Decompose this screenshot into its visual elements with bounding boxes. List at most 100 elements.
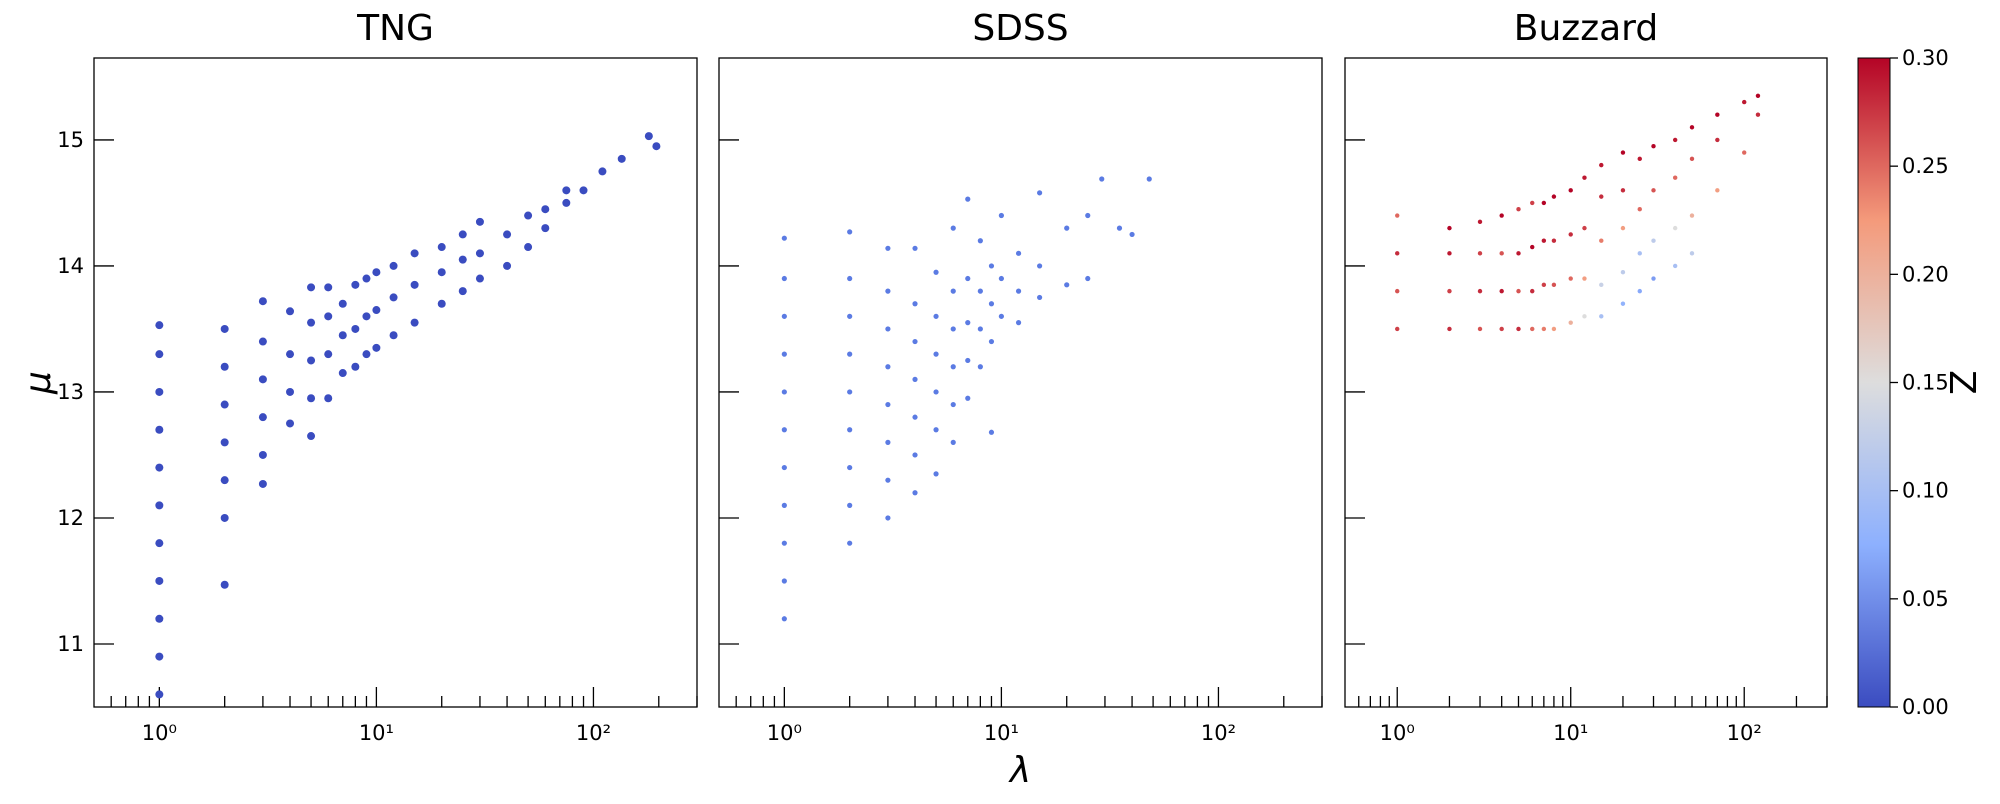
data-point [998, 212, 1004, 219]
data-point [1015, 320, 1022, 326]
data-point [933, 269, 939, 275]
data-point [562, 198, 571, 207]
data-point [1541, 282, 1547, 288]
data-point [950, 326, 956, 332]
data-point [1551, 194, 1557, 199]
x-tick-label: 10⁰ [142, 721, 177, 745]
data-point [503, 230, 512, 239]
data-point [1742, 99, 1747, 105]
data-point [950, 401, 956, 408]
data-point [1516, 288, 1521, 294]
data-point [847, 464, 853, 471]
data-point [965, 196, 971, 202]
data-point [1099, 176, 1105, 182]
data-point [1477, 219, 1483, 225]
data-point [286, 419, 295, 428]
colorbar-tick-label: 0.20 [1902, 262, 1949, 286]
colorbar-tick-label: 0.00 [1902, 695, 1949, 719]
data-point [950, 288, 956, 294]
data-point [155, 501, 164, 510]
data-point [1064, 225, 1070, 231]
data-point [458, 255, 467, 264]
data-point [258, 479, 267, 488]
data-point [1689, 125, 1695, 130]
data-point [1037, 294, 1043, 301]
data-point [781, 235, 787, 241]
data-point [338, 299, 347, 308]
data-point [1672, 225, 1678, 231]
colorbar-tick-label: 0.30 [1902, 46, 1949, 70]
data-point [1530, 244, 1535, 250]
data-point [912, 245, 918, 251]
data-point [541, 224, 550, 233]
data-point [977, 326, 983, 332]
data-point [912, 376, 918, 382]
data-point [1568, 188, 1573, 193]
data-point [950, 364, 956, 370]
data-point [847, 351, 853, 357]
data-point [1620, 301, 1626, 306]
data-point [389, 331, 398, 340]
data-point [885, 288, 891, 294]
data-point [1541, 326, 1547, 332]
data-point [351, 324, 360, 333]
data-point [1037, 190, 1043, 196]
data-point [286, 307, 295, 316]
data-point [977, 238, 983, 244]
data-point [950, 439, 956, 445]
data-point [1651, 238, 1656, 243]
data-point [1015, 288, 1022, 294]
data-point [1637, 288, 1642, 294]
data-point [781, 502, 787, 508]
data-point [1395, 213, 1400, 218]
data-point [933, 389, 939, 395]
data-point [1599, 194, 1604, 199]
data-point [155, 652, 164, 661]
x-axis-label: λ [1008, 750, 1031, 791]
data-point [410, 318, 419, 327]
data-point [1530, 326, 1535, 332]
data-point [1516, 207, 1521, 212]
data-point [1568, 320, 1573, 325]
data-point [338, 331, 347, 340]
data-point [1620, 150, 1626, 155]
y-tick-label: 11 [57, 632, 84, 656]
data-point [885, 245, 891, 251]
data-point [1499, 251, 1504, 256]
data-point [885, 439, 891, 445]
data-point [1620, 188, 1626, 193]
panel-title: SDSS [972, 8, 1068, 49]
data-point [1755, 112, 1761, 117]
plot-frame [718, 57, 1323, 708]
data-point [1551, 282, 1557, 288]
y-tick-label: 12 [57, 506, 84, 530]
data-point [220, 476, 229, 485]
data-point [1599, 238, 1604, 243]
data-point [1477, 288, 1483, 294]
data-point [220, 513, 229, 522]
data-point [220, 324, 229, 333]
data-point [1541, 238, 1547, 243]
data-point [324, 394, 333, 403]
data-point [988, 263, 995, 269]
data-point [1499, 213, 1504, 218]
data-point [410, 249, 419, 258]
data-point [1064, 282, 1070, 288]
data-point [933, 313, 939, 319]
data-point [524, 243, 533, 252]
data-point [1599, 162, 1604, 168]
data-point [781, 389, 787, 395]
data-point [286, 350, 295, 359]
data-point [1672, 175, 1678, 180]
data-point [562, 186, 571, 195]
data-point [885, 515, 891, 521]
data-point [933, 427, 939, 433]
data-point [1541, 200, 1547, 206]
data-point [1551, 238, 1557, 243]
data-point [458, 230, 467, 239]
data-point [410, 280, 419, 289]
data-point [1651, 144, 1656, 149]
data-point [220, 580, 229, 589]
x-tick-label: 10¹ [1553, 721, 1588, 745]
